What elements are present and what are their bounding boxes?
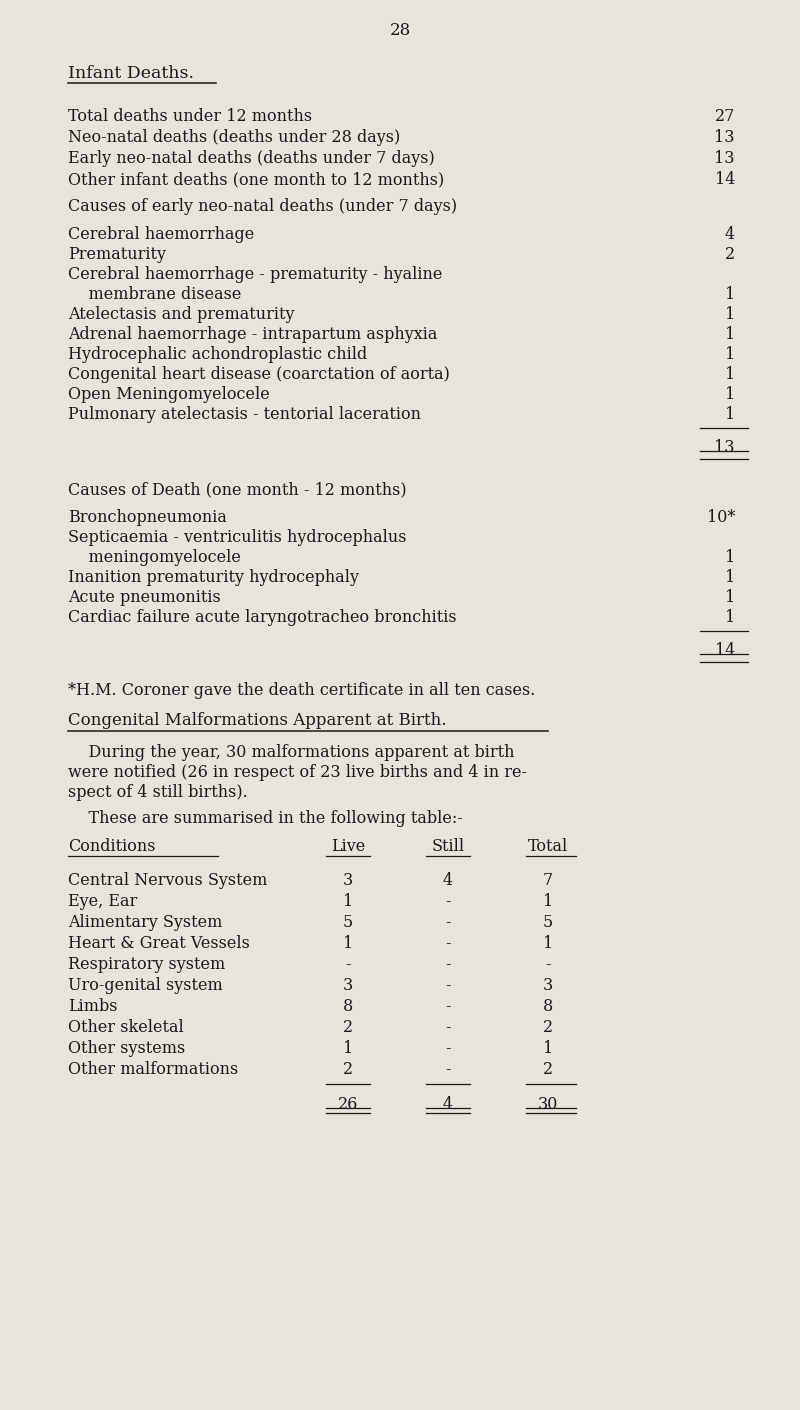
Text: -: - <box>446 935 450 952</box>
Text: 13: 13 <box>714 128 735 147</box>
Text: Other skeletal: Other skeletal <box>68 1019 184 1036</box>
Text: -: - <box>446 977 450 994</box>
Text: Cerebral haemorrhage: Cerebral haemorrhage <box>68 226 254 243</box>
Text: Atelectasis and prematurity: Atelectasis and prematurity <box>68 306 294 323</box>
Text: During the year, 30 malformations apparent at birth: During the year, 30 malformations appare… <box>68 744 514 761</box>
Text: Other systems: Other systems <box>68 1041 186 1058</box>
Text: 3: 3 <box>543 977 553 994</box>
Text: Alimentary System: Alimentary System <box>68 914 222 931</box>
Text: Pulmonary atelectasis - tentorial laceration: Pulmonary atelectasis - tentorial lacera… <box>68 406 421 423</box>
Text: Bronchopneumonia: Bronchopneumonia <box>68 509 227 526</box>
Text: These are summarised in the following table:-: These are summarised in the following ta… <box>68 809 462 828</box>
Text: 5: 5 <box>343 914 353 931</box>
Text: 10*: 10* <box>706 509 735 526</box>
Text: 4: 4 <box>443 1096 453 1112</box>
Text: Acute pneumonitis: Acute pneumonitis <box>68 589 221 606</box>
Text: 2: 2 <box>343 1060 353 1079</box>
Text: Causes of Death (one month - 12 months): Causes of Death (one month - 12 months) <box>68 481 406 498</box>
Text: 1: 1 <box>343 893 353 909</box>
Text: 1: 1 <box>543 893 553 909</box>
Text: Cerebral haemorrhage - prematurity - hyaline: Cerebral haemorrhage - prematurity - hya… <box>68 266 442 283</box>
Text: 1: 1 <box>725 406 735 423</box>
Text: 2: 2 <box>343 1019 353 1036</box>
Text: 28: 28 <box>390 23 410 39</box>
Text: Hydrocephalic achondroplastic child: Hydrocephalic achondroplastic child <box>68 345 367 362</box>
Text: 1: 1 <box>725 345 735 362</box>
Text: 13: 13 <box>714 149 735 166</box>
Text: 1: 1 <box>725 548 735 565</box>
Text: Respiratory system: Respiratory system <box>68 956 226 973</box>
Text: *H.M. Coroner gave the death certificate in all ten cases.: *H.M. Coroner gave the death certificate… <box>68 682 535 699</box>
Text: 1: 1 <box>725 609 735 626</box>
Text: 1: 1 <box>725 570 735 587</box>
Text: 8: 8 <box>343 998 353 1015</box>
Text: 2: 2 <box>543 1060 553 1079</box>
Text: -: - <box>446 1041 450 1058</box>
Text: 1: 1 <box>343 1041 353 1058</box>
Text: -: - <box>446 1060 450 1079</box>
Text: Live: Live <box>331 838 365 854</box>
Text: 1: 1 <box>343 935 353 952</box>
Text: 30: 30 <box>538 1096 558 1112</box>
Text: were notified (26 in respect of 23 live births and 4 in re-: were notified (26 in respect of 23 live … <box>68 764 527 781</box>
Text: Infant Deaths.: Infant Deaths. <box>68 65 194 82</box>
Text: Open Meningomyelocele: Open Meningomyelocele <box>68 386 270 403</box>
Text: 3: 3 <box>343 871 353 888</box>
Text: Total deaths under 12 months: Total deaths under 12 months <box>68 109 312 125</box>
Text: Adrenal haemorrhage - intrapartum asphyxia: Adrenal haemorrhage - intrapartum asphyx… <box>68 326 438 343</box>
Text: 14: 14 <box>714 171 735 188</box>
Text: 2: 2 <box>543 1019 553 1036</box>
Text: Heart & Great Vessels: Heart & Great Vessels <box>68 935 250 952</box>
Text: 8: 8 <box>543 998 553 1015</box>
Text: Prematurity: Prematurity <box>68 245 166 264</box>
Text: 1: 1 <box>725 367 735 384</box>
Text: spect of 4 still births).: spect of 4 still births). <box>68 784 248 801</box>
Text: 1: 1 <box>725 286 735 303</box>
Text: Neo-natal deaths (deaths under 28 days): Neo-natal deaths (deaths under 28 days) <box>68 128 400 147</box>
Text: 13: 13 <box>714 439 735 455</box>
Text: 1: 1 <box>543 935 553 952</box>
Text: -: - <box>446 956 450 973</box>
Text: 3: 3 <box>343 977 353 994</box>
Text: Limbs: Limbs <box>68 998 118 1015</box>
Text: -: - <box>446 893 450 909</box>
Text: -: - <box>446 998 450 1015</box>
Text: meningomyelocele: meningomyelocele <box>68 548 241 565</box>
Text: Eye, Ear: Eye, Ear <box>68 893 138 909</box>
Text: Congenital Malformations Apparent at Birth.: Congenital Malformations Apparent at Bir… <box>68 712 446 729</box>
Text: -: - <box>446 914 450 931</box>
Text: Conditions: Conditions <box>68 838 155 854</box>
Text: Early neo-natal deaths (deaths under 7 days): Early neo-natal deaths (deaths under 7 d… <box>68 149 434 166</box>
Text: -: - <box>346 956 350 973</box>
Text: membrane disease: membrane disease <box>68 286 242 303</box>
Text: Still: Still <box>431 838 465 854</box>
Text: Central Nervous System: Central Nervous System <box>68 871 267 888</box>
Text: Other infant deaths (one month to 12 months): Other infant deaths (one month to 12 mon… <box>68 171 444 188</box>
Text: Septicaemia - ventriculitis hydrocephalus: Septicaemia - ventriculitis hydrocephalu… <box>68 529 406 546</box>
Text: 2: 2 <box>725 245 735 264</box>
Text: 26: 26 <box>338 1096 358 1112</box>
Text: Inanition prematurity hydrocephaly: Inanition prematurity hydrocephaly <box>68 570 359 587</box>
Text: 1: 1 <box>725 306 735 323</box>
Text: 7: 7 <box>543 871 553 888</box>
Text: Uro-genital system: Uro-genital system <box>68 977 222 994</box>
Text: Cardiac failure acute laryngotracheo bronchitis: Cardiac failure acute laryngotracheo bro… <box>68 609 457 626</box>
Text: 4: 4 <box>725 226 735 243</box>
Text: 5: 5 <box>543 914 553 931</box>
Text: -: - <box>446 1019 450 1036</box>
Text: Causes of early neo-natal deaths (under 7 days): Causes of early neo-natal deaths (under … <box>68 197 457 214</box>
Text: -: - <box>546 956 550 973</box>
Text: 27: 27 <box>714 109 735 125</box>
Text: 1: 1 <box>543 1041 553 1058</box>
Text: Total: Total <box>528 838 568 854</box>
Text: Congenital heart disease (coarctation of aorta): Congenital heart disease (coarctation of… <box>68 367 450 384</box>
Text: 1: 1 <box>725 386 735 403</box>
Text: 14: 14 <box>714 642 735 658</box>
Text: 1: 1 <box>725 589 735 606</box>
Text: Other malformations: Other malformations <box>68 1060 238 1079</box>
Text: 1: 1 <box>725 326 735 343</box>
Text: 4: 4 <box>443 871 453 888</box>
